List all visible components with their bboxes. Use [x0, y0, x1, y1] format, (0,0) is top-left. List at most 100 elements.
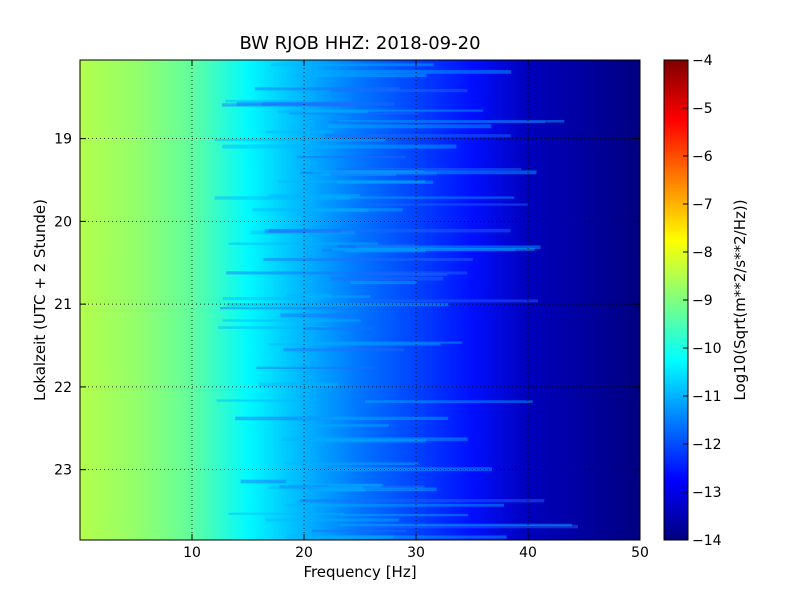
texture-stripe — [330, 276, 444, 281]
texture-stripe — [252, 208, 403, 212]
texture-stripe — [319, 487, 437, 492]
colorbar-tick-label: −5 — [692, 101, 713, 117]
texture-stripe — [268, 228, 511, 233]
texture-stripe — [214, 139, 386, 142]
texture-stripe — [268, 193, 361, 198]
texture-stripe — [356, 299, 538, 303]
texture-stripe — [325, 439, 426, 443]
texture-stripe — [338, 244, 418, 248]
colorbar-tick-label: −8 — [692, 245, 713, 261]
texture-stripe — [269, 228, 331, 233]
texture-stripe — [283, 348, 405, 352]
spectrogram-texture — [214, 63, 578, 539]
spectrogram-plot-area — [79, 59, 641, 541]
texture-stripe — [312, 170, 537, 175]
colorbar-tick-label: −12 — [692, 437, 722, 453]
x-tick-label: 20 — [295, 545, 313, 561]
texture-stripe — [268, 486, 364, 489]
texture-stripe — [281, 437, 468, 441]
texture-stripe — [350, 281, 417, 285]
texture-stripe — [336, 167, 522, 171]
texture-stripe — [219, 306, 344, 310]
texture-stripe — [327, 124, 492, 129]
texture-stripe — [297, 156, 406, 159]
x-tick-label: 40 — [519, 545, 537, 561]
texture-stripe — [310, 208, 369, 212]
texture-stripe — [297, 416, 449, 420]
x-axis-label: Frequency [Hz] — [303, 563, 416, 581]
texture-stripe — [303, 327, 374, 330]
texture-stripe — [292, 73, 427, 77]
texture-stripe — [228, 242, 379, 245]
texture-stripe — [332, 467, 492, 472]
texture-stripe — [303, 489, 366, 492]
texture-stripe — [336, 196, 515, 199]
texture-stripe — [277, 110, 368, 114]
texture-stripe — [300, 171, 412, 174]
texture-stripe — [218, 326, 329, 329]
texture-stripe — [285, 462, 419, 465]
texture-stripe — [266, 130, 334, 134]
colorbar-tick-label: −4 — [692, 53, 713, 69]
texture-stripe — [216, 399, 311, 402]
texture-stripe — [222, 144, 457, 149]
texture-stripe — [339, 523, 573, 527]
plot-frame — [79, 59, 641, 541]
texture-stripe — [236, 101, 358, 106]
texture-stripe — [250, 230, 355, 235]
texture-stripe — [319, 172, 397, 176]
texture-stripe — [280, 313, 350, 318]
texture-stripe — [286, 293, 332, 298]
texture-stripe — [214, 196, 351, 200]
colorbar-tick-label: −14 — [692, 533, 722, 549]
texture-stripe — [332, 247, 535, 251]
x-tick-label: 10 — [183, 545, 201, 561]
spectrogram-image — [80, 60, 640, 540]
texture-stripe — [340, 514, 469, 517]
texture-stripe — [226, 271, 468, 275]
texture-stripe — [285, 535, 507, 539]
colorbar-tick-label: −6 — [692, 149, 713, 165]
colorbar-ticks: −4 −5 −6 −7 −8 −9 −10 −11 −12 −13 −14 — [683, 53, 722, 549]
texture-stripe — [344, 170, 424, 173]
spectrogram-heatmap — [80, 60, 640, 540]
x-tick-label: 50 — [631, 545, 649, 561]
texture-stripe — [254, 87, 400, 91]
grid-lines — [80, 60, 640, 540]
colorbar: −4 −5 −6 −7 −8 −9 −10 −11 −12 −13 −14 — [663, 53, 722, 549]
x-axis: 10 20 30 40 50 — [183, 60, 649, 561]
texture-stripe — [265, 518, 399, 522]
texture-stripe — [222, 297, 324, 301]
texture-stripe — [284, 503, 504, 507]
texture-stripe — [221, 103, 350, 107]
texture-stripe — [258, 382, 338, 387]
texture-stripe — [263, 258, 473, 261]
texture-stripe — [279, 485, 425, 489]
y-tick-label: 21 — [54, 297, 72, 313]
texture-stripe — [364, 273, 448, 277]
texture-stripe — [316, 424, 389, 427]
colorbar-tick-label: −13 — [692, 485, 722, 501]
texture-stripe — [226, 303, 449, 307]
texture-stripe — [298, 70, 511, 74]
texture-stripe — [330, 171, 437, 176]
colorbar-tick-label: −11 — [692, 389, 722, 405]
texture-stripe — [356, 245, 541, 250]
texture-stripe — [240, 479, 287, 484]
texture-stripe — [365, 400, 533, 403]
texture-stripe — [327, 483, 383, 487]
texture-stripe — [264, 229, 342, 234]
y-tick-label: 23 — [54, 463, 72, 479]
texture-stripe — [277, 180, 426, 183]
texture-stripe — [222, 319, 361, 322]
texture-stripe — [256, 366, 374, 369]
colorbar-tick-label: −7 — [692, 197, 713, 213]
texture-stripe — [328, 121, 546, 124]
colorbar-label: Log10(Sqrt(m**2/s**2/Hz)) — [731, 199, 749, 400]
texture-stripe — [330, 89, 468, 93]
texture-stripe — [336, 180, 434, 184]
texture-stripe — [270, 63, 434, 67]
colorbar-tick-label: −9 — [692, 293, 713, 309]
chart-title: BW RJOB HHZ: 2018-09-20 — [239, 33, 480, 54]
y-axis: 19 20 21 22 23 — [54, 132, 640, 479]
